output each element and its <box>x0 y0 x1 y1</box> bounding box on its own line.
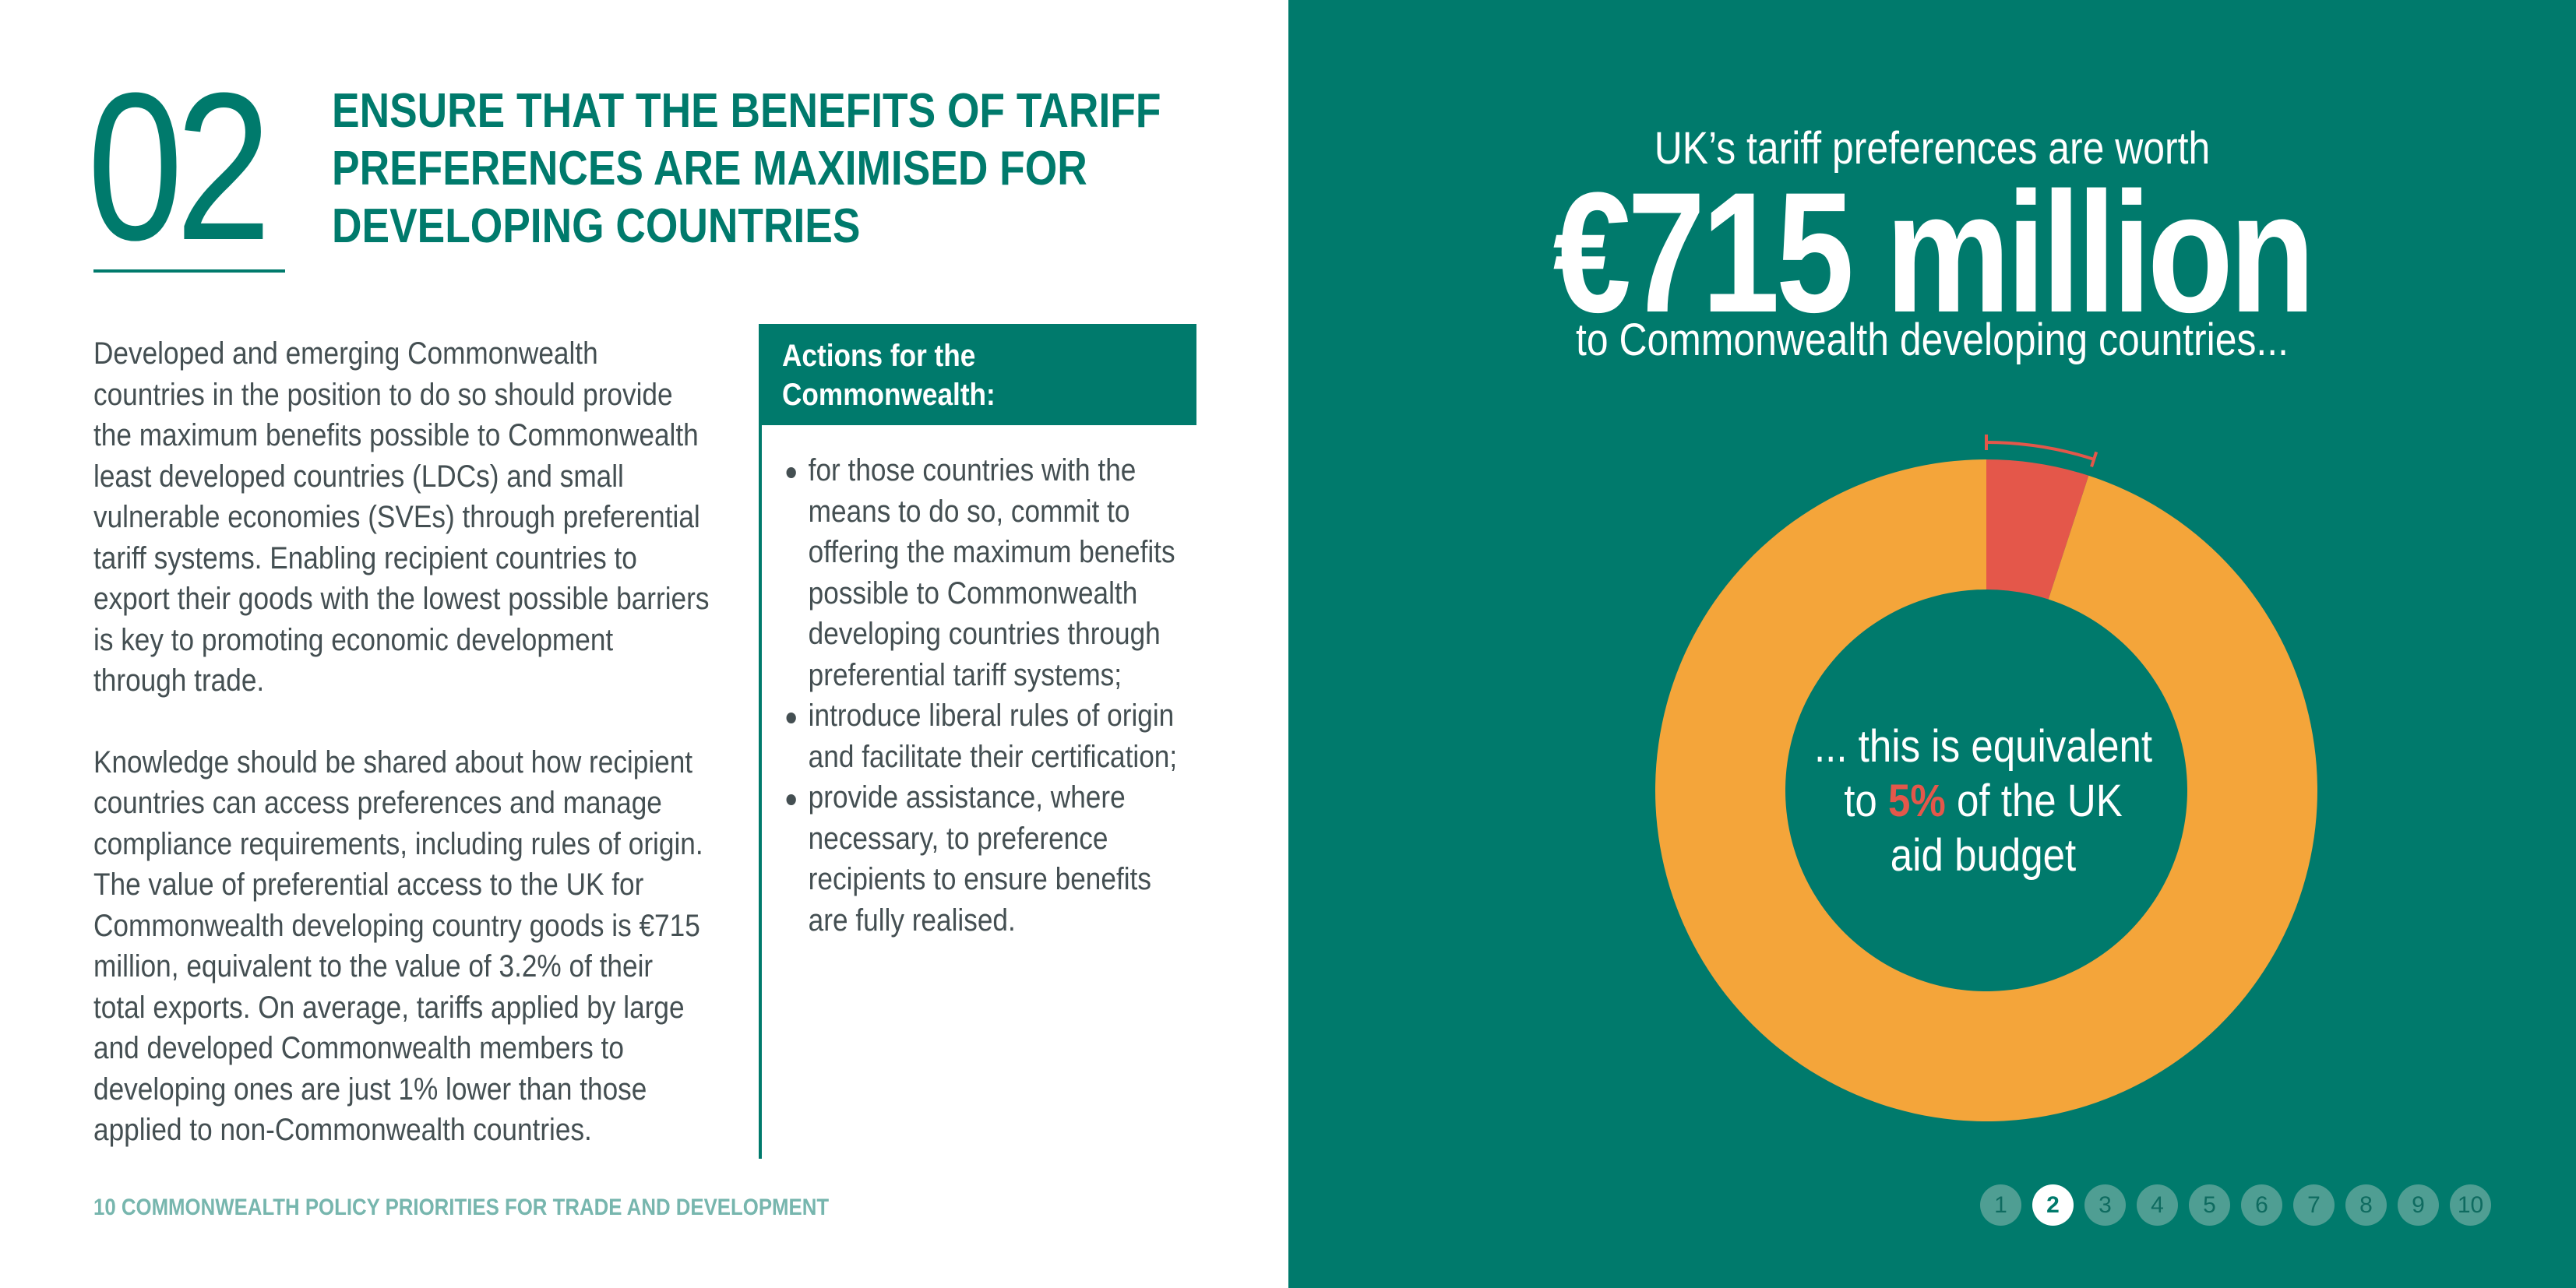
action-item: provide assistance, where necessary, to … <box>784 777 1188 941</box>
pagination: 1 2 3 4 5 6 7 8 9 10 <box>1980 1184 2491 1226</box>
actions-title-line: Commonwealth: <box>782 378 996 412</box>
infographic-intro: UK’s tariff preferences are worth <box>1654 123 2211 174</box>
slice-bracket <box>1986 441 2095 461</box>
page-4-button[interactable]: 4 <box>2137 1184 2178 1226</box>
slice-bracket-end-tick <box>2090 451 2099 468</box>
heading-line: DEVELOPING COUNTRIES <box>332 199 861 253</box>
left-page: 02 ENSURE THAT THE BENEFITS OF TARIFF PR… <box>87 50 1196 1220</box>
center-line: to 5% of the UK <box>1792 774 2176 829</box>
page-footer: 10 COMMONWEALTH POLICY PRIORITIES FOR TR… <box>93 1195 830 1220</box>
donut-slice-highlight <box>1986 459 2089 600</box>
body-paragraph: Developed and emerging Commonwealth coun… <box>93 336 710 698</box>
page-5-button[interactable]: 5 <box>2189 1184 2230 1226</box>
actions-title-line: Actions for the <box>782 339 976 373</box>
actions-list: for those countries with the means to do… <box>784 450 1188 941</box>
body-paragraph: Knowledge should be shared about how rec… <box>93 744 703 1148</box>
page-6-button[interactable]: 6 <box>2241 1184 2282 1226</box>
donut-slice-remainder <box>1655 459 2317 1122</box>
page-7-button[interactable]: 7 <box>2293 1184 2335 1226</box>
actions-divider <box>759 425 762 1159</box>
section-heading: ENSURE THAT THE BENEFITS OF TARIFF PREFE… <box>332 83 1161 255</box>
body-text: Developed and emerging Commonwealth coun… <box>93 333 710 1191</box>
center-line: aid budget <box>1890 830 2077 881</box>
infographic-amount: €715 million <box>1552 157 2316 348</box>
heading-line: PREFERENCES ARE MAXIMISED FOR <box>332 142 1087 195</box>
center-to: to <box>1844 776 1889 826</box>
page-10-button[interactable]: 10 <box>2450 1184 2491 1226</box>
actions-header: Actions for the Commonwealth: <box>759 324 1196 425</box>
section-number: 02 <box>87 50 271 284</box>
action-item: introduce liberal rules of origin and fa… <box>784 695 1188 777</box>
action-item: for those countries with the means to do… <box>784 450 1188 695</box>
donut-chart <box>1655 435 2317 1122</box>
page-8-button[interactable]: 8 <box>2345 1184 2387 1226</box>
donut-center-text: ... this is equivalent to 5% of the UK a… <box>1792 720 2176 883</box>
percent-highlight: 5% <box>1888 776 1946 826</box>
page-1-button[interactable]: 1 <box>1980 1184 2021 1226</box>
center-line: ... this is equivalent <box>1813 721 2153 772</box>
page-2-button[interactable]: 2 <box>2032 1184 2074 1226</box>
actions-title: Actions for the Commonwealth: <box>782 336 1166 414</box>
infographic-subtitle: to Commonwealth developing countries... <box>1576 315 2289 365</box>
center-post: of the UK <box>1945 776 2123 826</box>
page-9-button[interactable]: 9 <box>2398 1184 2439 1226</box>
heading-line: ENSURE THAT THE BENEFITS OF TARIFF <box>332 84 1161 138</box>
page-3-button[interactable]: 3 <box>2084 1184 2126 1226</box>
infographic-panel: UK’s tariff preferences are worth €715 m… <box>1288 0 2576 1288</box>
section-number-underline <box>93 269 285 273</box>
